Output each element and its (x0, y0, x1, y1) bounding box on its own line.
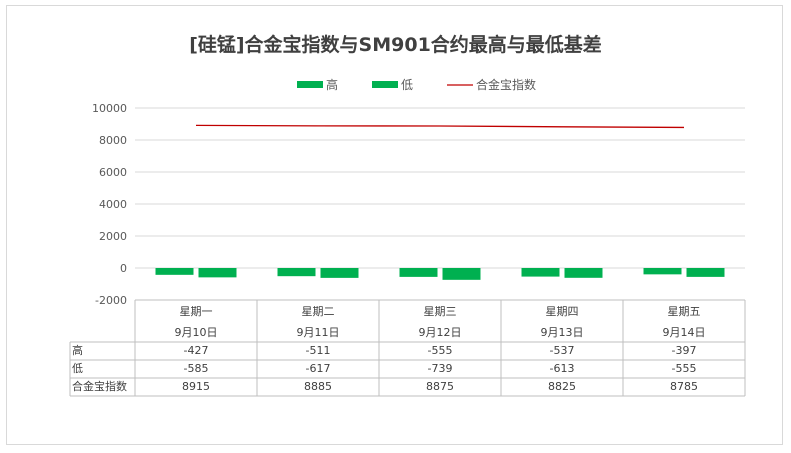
table-row-label-高: 高 (72, 343, 83, 357)
table-cell: -511 (306, 344, 331, 357)
y-tick-label: 10000 (92, 102, 127, 115)
x-tick-label: 星期二 (302, 305, 335, 318)
y-tick-label: 8000 (99, 134, 127, 147)
y-axis-ticks: -2000 0 2000 4000 6000 8000 10000 (92, 102, 127, 307)
x-date-label: 9月14日 (663, 326, 706, 339)
index-line (195, 124, 685, 129)
bar-高-2 (277, 268, 316, 277)
table-cell: 8915 (182, 380, 210, 393)
table-cell: -585 (184, 362, 209, 375)
x-tick-label: 星期一 (180, 305, 213, 318)
table-cell: -555 (428, 344, 453, 357)
x-date-label: 9月10日 (175, 326, 218, 339)
gridlines (135, 107, 745, 269)
table-cell: -617 (306, 362, 331, 375)
table-row-label-低: 低 (72, 362, 83, 375)
y-tick-label: -2000 (95, 294, 127, 307)
table-cell: -739 (428, 362, 453, 375)
bar-高-4 (521, 268, 560, 277)
legend-label-高: 高 (326, 77, 338, 92)
x-date-label: 9月13日 (541, 326, 584, 339)
bar-高-3 (399, 268, 438, 277)
table-cell: 8885 (304, 380, 332, 393)
bar-低-2 (320, 268, 359, 278)
y-tick-label: 0 (120, 262, 127, 275)
table-cell: -613 (550, 362, 575, 375)
legend-label-合金宝指数: 合金宝指数 (476, 77, 536, 92)
table-cell: -397 (672, 344, 697, 357)
chart-title: [硅锰]合金宝指数与SM901合约最高与最低基差 (189, 34, 602, 56)
table-cell: 8785 (670, 380, 698, 393)
x-tick-label: 星期三 (424, 305, 457, 318)
table-cell: 8825 (548, 380, 576, 393)
x-date-label: 9月12日 (419, 326, 462, 339)
y-tick-label: 6000 (99, 166, 127, 179)
table-cell: -427 (184, 344, 209, 357)
bars (155, 268, 725, 280)
legend-swatch-高 (297, 81, 323, 88)
table-row-label-合金宝指数: 合金宝指数 (72, 379, 127, 393)
line-合金宝指数 (195, 124, 685, 129)
x-tick-label: 星期四 (546, 305, 579, 318)
data-table: 星期一 9月10日 星期二 9月11日 星期三 9月12日 星期四 9月13日 星期五 9月14日… (69, 299, 746, 397)
legend: 高 低 合金宝指数 (297, 77, 536, 92)
legend-label-低: 低 (401, 78, 413, 92)
bar-高-1 (155, 268, 194, 275)
bar-高-5 (643, 268, 682, 275)
x-date-label: 9月11日 (297, 326, 340, 339)
table-cell: 8875 (426, 380, 454, 393)
table-cell: -537 (550, 344, 575, 357)
bar-低-4 (564, 268, 603, 278)
table-cell: -555 (672, 362, 697, 375)
legend-swatch-低 (372, 81, 398, 88)
bar-低-3 (442, 268, 481, 280)
bar-低-1 (198, 268, 237, 278)
bar-低-5 (686, 268, 725, 277)
y-tick-label: 4000 (99, 198, 127, 211)
y-tick-label: 2000 (99, 230, 127, 243)
x-tick-label: 星期五 (668, 305, 701, 318)
